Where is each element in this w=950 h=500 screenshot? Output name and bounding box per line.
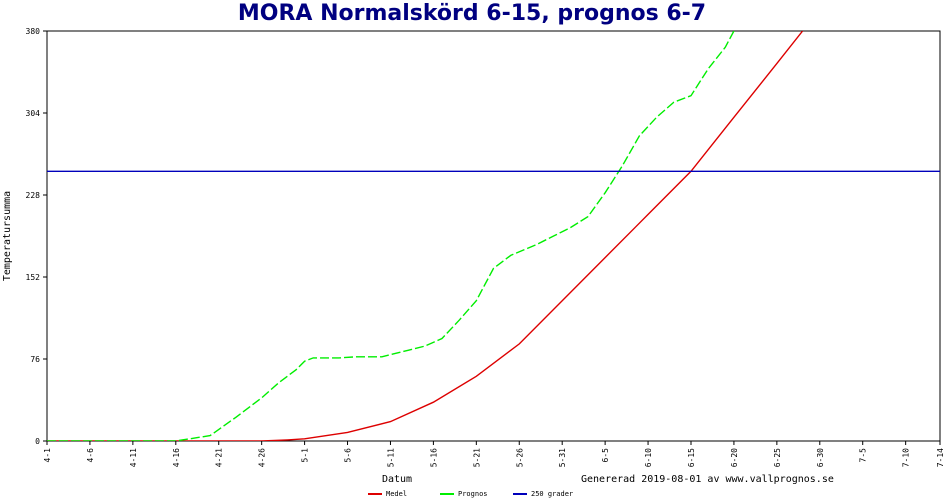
x-tick-label: 6-10 — [644, 448, 653, 467]
legend-label: 250 grader — [531, 490, 573, 498]
x-tick-label: 4-6 — [86, 448, 95, 463]
series-line-prognos — [47, 31, 735, 441]
y-axis: 0 76 152 228 304 380 — [26, 27, 47, 446]
x-tick-label: 6-25 — [773, 448, 782, 467]
x-tick-label: 6-5 — [601, 448, 610, 463]
x-tick-label: 6-15 — [687, 448, 696, 467]
x-axis: 4-1 4-6 4-11 4-16 4-21 4-26 5-1 5-6 5-11 5-16 5-21… — [43, 441, 945, 467]
legend: Medel Prognos 250 grader — [368, 490, 573, 498]
generated-note: Genererad 2019-08-01 av www.vallprognos.… — [581, 474, 834, 485]
y-tick-label: 380 — [26, 27, 41, 36]
plot-area — [46, 30, 941, 442]
y-tick-label: 228 — [26, 191, 41, 200]
y-tick-label: 152 — [26, 273, 41, 282]
x-tick-label: 5-16 — [429, 448, 438, 467]
y-tick-label: 304 — [26, 109, 41, 118]
series-layer — [47, 31, 940, 441]
chart-title: MORA Normalskörd 6-15, prognos 6-7 — [238, 1, 706, 26]
x-tick-label: 7-14 — [936, 448, 945, 467]
x-tick-label: 5-1 — [301, 448, 310, 463]
x-tick-label: 5-6 — [344, 448, 353, 463]
x-tick-label: 7-5 — [859, 448, 868, 463]
x-tick-label: 4-16 — [172, 448, 181, 467]
series-line-medel — [47, 31, 804, 441]
x-tick-label: 5-31 — [558, 448, 567, 467]
y-tick-label: 0 — [35, 437, 40, 446]
x-tick-label: 4-1 — [43, 448, 52, 463]
x-tick-label: 5-26 — [515, 448, 524, 467]
x-tick-label: 4-11 — [129, 448, 138, 467]
legend-label: Prognos — [458, 490, 488, 498]
y-tick-label: 76 — [30, 355, 40, 364]
x-tick-label: 6-30 — [816, 448, 825, 467]
x-axis-label: Datum — [382, 474, 412, 485]
x-tick-label: 5-11 — [386, 448, 395, 467]
x-tick-label: 7-10 — [902, 448, 911, 467]
y-axis-label: Temperatursumma — [2, 191, 13, 281]
x-tick-label: 4-21 — [215, 448, 224, 467]
x-tick-label: 6-20 — [730, 448, 739, 467]
x-tick-label: 5-21 — [472, 448, 481, 467]
x-tick-label: 4-26 — [258, 448, 267, 467]
legend-label: Medel — [386, 490, 407, 498]
